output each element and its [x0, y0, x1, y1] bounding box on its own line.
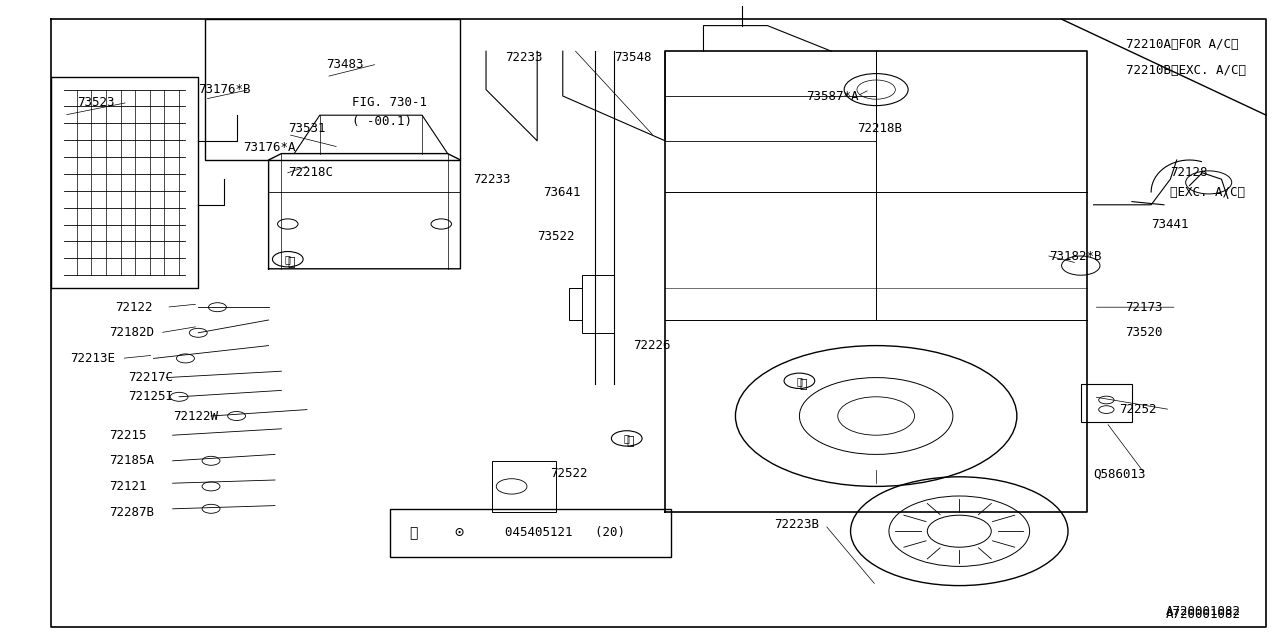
Text: 73483: 73483 [326, 58, 364, 70]
Text: 72128: 72128 [1170, 166, 1208, 179]
Text: 72210B〈EXC. A/C〉: 72210B〈EXC. A/C〉 [1125, 64, 1245, 77]
Text: 72121: 72121 [109, 480, 146, 493]
Text: ①: ① [410, 526, 417, 540]
Bar [582, 275, 614, 333]
Bar [390, 509, 672, 557]
Text: ①: ① [800, 378, 806, 390]
Text: ①: ① [796, 376, 803, 386]
Text: 73176*B: 73176*B [198, 83, 251, 96]
Text: 73522: 73522 [538, 230, 575, 243]
Text: 72185A: 72185A [109, 454, 154, 467]
Text: ⊙: ⊙ [454, 525, 463, 540]
Text: A720001082: A720001082 [1166, 605, 1240, 618]
Text: 73441: 73441 [1151, 218, 1189, 230]
Text: FIG. 730-1: FIG. 730-1 [352, 96, 426, 109]
Text: 72122: 72122 [115, 301, 152, 314]
Bar [1080, 384, 1132, 422]
Text: 72522: 72522 [550, 467, 588, 480]
Text: 73182*B: 73182*B [1048, 250, 1101, 262]
Text: 72182D: 72182D [109, 326, 154, 339]
Text: 72223B: 72223B [774, 518, 819, 531]
Text: 72233: 72233 [474, 173, 511, 186]
Text: 72218B: 72218B [856, 122, 902, 134]
Text: ①: ① [627, 435, 634, 448]
Text: 〈EXC. A/C〉: 〈EXC. A/C〉 [1170, 186, 1245, 198]
Text: 72218C: 72218C [288, 166, 333, 179]
Text: 72210A〈FOR A/C〉: 72210A〈FOR A/C〉 [1125, 38, 1238, 51]
Text: 72122W: 72122W [173, 410, 218, 422]
Text: 72173: 72173 [1125, 301, 1164, 314]
Text: 72226: 72226 [634, 339, 671, 352]
Text: 73641: 73641 [544, 186, 581, 198]
Text: 73531: 73531 [288, 122, 325, 134]
Bar [205, 19, 461, 160]
Text: ①: ① [623, 433, 630, 444]
Text: ( -00.1): ( -00.1) [352, 115, 412, 128]
Text: 72287B: 72287B [109, 506, 154, 518]
Text: A720001082: A720001082 [1166, 608, 1240, 621]
Text: 73587*A: 73587*A [806, 90, 859, 102]
Text: 73548: 73548 [614, 51, 652, 64]
Text: 73523: 73523 [77, 96, 114, 109]
Text: 72233: 72233 [506, 51, 543, 64]
Text: 72252: 72252 [1119, 403, 1157, 416]
Text: 045405121   (20): 045405121 (20) [506, 526, 625, 540]
Text: 72213E: 72213E [70, 352, 115, 365]
Text: ①: ① [285, 254, 291, 264]
Text: 73176*A: 73176*A [243, 141, 296, 154]
Text: 72215: 72215 [109, 429, 146, 442]
Text: Q586013: Q586013 [1093, 467, 1146, 480]
Text: 72217C: 72217C [128, 371, 173, 384]
Text: 73520: 73520 [1125, 326, 1164, 339]
Bar [493, 461, 557, 512]
Text: ①: ① [288, 256, 296, 269]
Text: 72125I: 72125I [128, 390, 173, 403]
